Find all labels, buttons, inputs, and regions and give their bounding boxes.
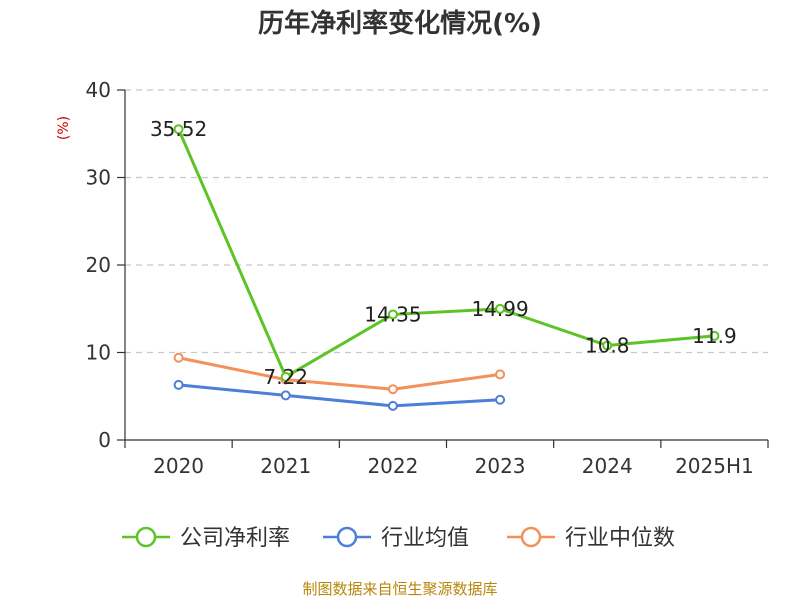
data-point[interactable]: [495, 394, 506, 405]
chart-title: 历年净利率变化情况(%): [258, 8, 542, 39]
data-point[interactable]: [173, 379, 184, 390]
legend-item-0[interactable]: 公司净利率: [122, 526, 290, 551]
x-tick-label: 2020: [153, 454, 204, 478]
legend-item-2[interactable]: 行业中位数: [507, 526, 675, 551]
data-labels: 35.52 7.22 14.35 14.99 10.8 11.9: [150, 117, 737, 389]
series-2: [173, 352, 506, 395]
series-line: [177, 128, 715, 379]
y-tick-label: 0: [98, 428, 111, 452]
legend[interactable]: 公司净利率 行业均值 行业中位数: [122, 526, 675, 551]
series-line: [178, 356, 501, 391]
x-tick-label: 2024: [582, 454, 633, 478]
data-point[interactable]: [495, 303, 506, 314]
x-tick-label: 2022: [367, 454, 418, 478]
y-axis-unit-label: (%): [56, 116, 72, 140]
legend-swatch-marker: [336, 526, 358, 548]
legend-item-1[interactable]: 行业均值: [323, 526, 469, 551]
series-lines: [173, 124, 720, 411]
data-point[interactable]: [709, 330, 720, 341]
y-tick-label: 20: [86, 253, 111, 277]
legend-label: 行业均值: [381, 526, 469, 551]
series-line: [178, 383, 501, 408]
data-label: 35.52: [150, 117, 207, 141]
data-point[interactable]: [387, 309, 398, 320]
legend-swatch-marker: [520, 526, 542, 548]
data-label: 14.99: [471, 297, 528, 321]
x-tick-label: 2025H1: [675, 454, 754, 478]
source-note: 制图数据来自恒生聚源数据库: [302, 580, 497, 598]
axes: 0 10 20 30 40 2020 2021 2022 2023 2024 2025H1: [86, 78, 769, 478]
y-tick-label: 40: [86, 78, 111, 102]
legend-label: 公司净利率: [180, 526, 290, 551]
data-point[interactable]: [173, 124, 184, 135]
data-label: 7.22: [263, 365, 308, 389]
x-tick-label: 2023: [475, 454, 526, 478]
data-point[interactable]: [602, 340, 613, 351]
y-tick-label: 10: [86, 341, 111, 365]
data-point[interactable]: [173, 352, 184, 363]
data-point[interactable]: [387, 400, 398, 411]
data-label: 11.9: [692, 324, 737, 348]
legend-label: 行业中位数: [565, 526, 675, 551]
legend-swatch-marker: [135, 526, 157, 548]
grid-lines: [125, 89, 768, 354]
data-label: 14.35: [364, 302, 421, 326]
data-point[interactable]: [495, 369, 506, 380]
data-label: 10.8: [585, 334, 630, 358]
y-tick-label: 30: [86, 166, 111, 190]
x-tick-label: 2021: [260, 454, 311, 478]
data-point[interactable]: [387, 384, 398, 395]
series-1: [173, 379, 506, 411]
series-0: [173, 124, 720, 382]
data-point[interactable]: [280, 390, 291, 401]
data-point[interactable]: [280, 371, 291, 382]
